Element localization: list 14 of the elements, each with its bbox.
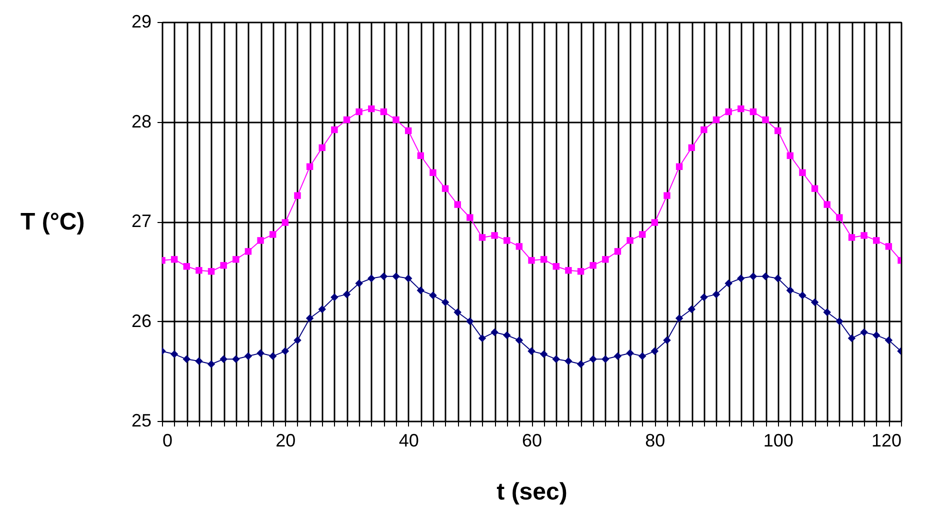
y-tick-label: 26 <box>131 310 152 331</box>
x-tick-label: 40 <box>398 430 419 450</box>
x-tick-label: 80 <box>645 430 666 450</box>
x-tick-label: 20 <box>276 430 296 450</box>
x-axis-title: t (sec) <box>496 478 568 506</box>
x-tick-label: 120 <box>871 430 902 450</box>
y-tick-label: 25 <box>131 410 152 430</box>
x-tick-label: 100 <box>763 430 794 450</box>
y-tick-label: 27 <box>131 211 152 231</box>
y-tick-label: 28 <box>131 111 152 132</box>
y-axis-title: T (°C) <box>20 208 85 236</box>
x-tick-label: 60 <box>522 430 542 450</box>
x-tick-label: 0 <box>162 430 173 450</box>
y-tick-label: 29 <box>131 12 152 32</box>
